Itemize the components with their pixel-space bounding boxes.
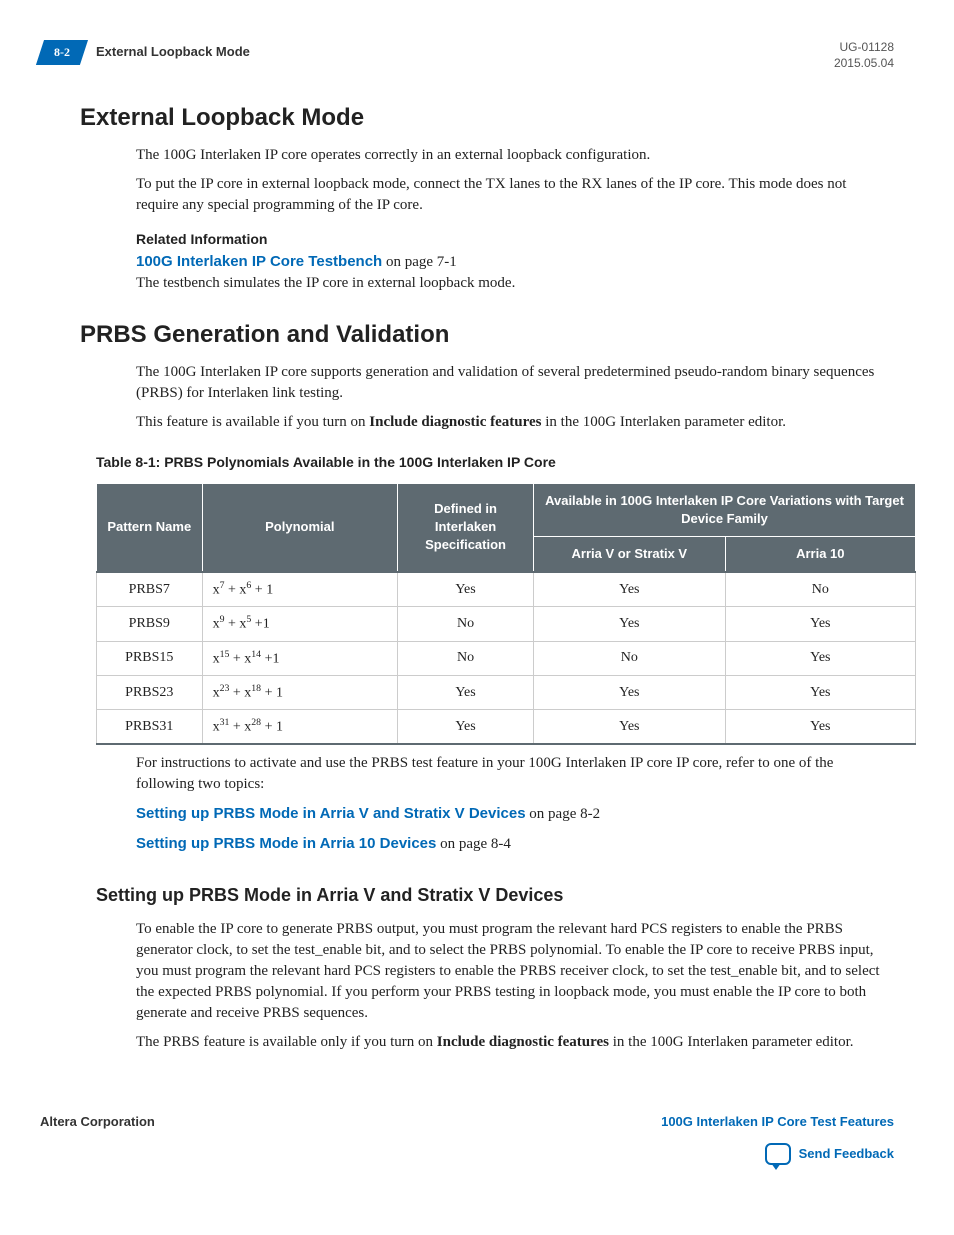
cell-arria-v: Yes	[534, 710, 726, 745]
footer-doc-title[interactable]: 100G Interlaken IP Core Test Features	[661, 1113, 894, 1131]
cell-pattern-name: PRBS7	[97, 572, 203, 607]
table-caption: Table 8-1: PRBS Polynomials Available in…	[96, 453, 894, 473]
related-info-item: 100G Interlaken IP Core Testbench on pag…	[136, 251, 884, 294]
section-heading-loopback: External Loopback Mode	[80, 101, 894, 135]
cell-arria-v: No	[534, 641, 726, 675]
cell-arria-10: Yes	[725, 641, 915, 675]
bold-text: Include diagnostic features	[437, 1034, 609, 1050]
doc-id: UG-01128	[834, 40, 894, 56]
cell-pattern-name: PRBS9	[97, 607, 203, 641]
cell-polynomial: x7 + x6 + 1	[202, 572, 398, 607]
section-heading-prbs: PRBS Generation and Validation	[80, 318, 894, 352]
paragraph: For instructions to activate and use the…	[136, 753, 884, 795]
paragraph: To put the IP core in external loopback …	[136, 174, 884, 216]
th-defined: Defined in Interlaken Specification	[398, 483, 534, 572]
cell-polynomial: x23 + x18 + 1	[202, 675, 398, 709]
cell-arria-10: Yes	[725, 607, 915, 641]
cell-pattern-name: PRBS31	[97, 710, 203, 745]
cell-arria-10: No	[725, 572, 915, 607]
link-suffix: on page 8-2	[526, 806, 601, 822]
paragraph: The 100G Interlaken IP core supports gen…	[136, 362, 884, 404]
feedback-row: Send Feedback	[661, 1143, 894, 1165]
th-arria-v-stratix-v: Arria V or Stratix V	[534, 536, 726, 572]
paragraph: The 100G Interlaken IP core operates cor…	[136, 145, 884, 166]
table-row: PRBS7x7 + x6 + 1YesYesNo	[97, 572, 916, 607]
cell-arria-v: Yes	[534, 675, 726, 709]
text: in the 100G Interlaken parameter editor.	[609, 1034, 854, 1050]
link-row: Setting up PRBS Mode in Arria 10 Devices…	[136, 833, 884, 855]
paragraph: To enable the IP core to generate PRBS o…	[136, 919, 884, 1024]
cell-defined: Yes	[398, 572, 534, 607]
link-suffix: on page 8-4	[436, 836, 511, 852]
cell-arria-10: Yes	[725, 675, 915, 709]
footer-corp: Altera Corporation	[40, 1113, 155, 1131]
page-footer: Altera Corporation 100G Interlaken IP Co…	[40, 1113, 894, 1165]
feedback-icon[interactable]	[765, 1143, 791, 1165]
cell-polynomial: x9 + x5 +1	[202, 607, 398, 641]
subsection-body: To enable the IP core to generate PRBS o…	[136, 919, 884, 1053]
link-testbench[interactable]: 100G Interlaken IP Core Testbench	[136, 253, 382, 270]
table-body: PRBS7x7 + x6 + 1YesYesNoPRBS9x9 + x5 +1N…	[97, 572, 916, 744]
related-info-heading: Related Information	[136, 230, 884, 250]
page-number-badge: 8-2	[36, 40, 88, 65]
cell-defined: Yes	[398, 710, 534, 745]
cell-pattern-name: PRBS15	[97, 641, 203, 675]
cell-defined: No	[398, 641, 534, 675]
doc-date: 2015.05.04	[834, 56, 894, 72]
cell-pattern-name: PRBS23	[97, 675, 203, 709]
text: This feature is available if you turn on	[136, 414, 369, 430]
cell-arria-v: Yes	[534, 572, 726, 607]
cell-arria-v: Yes	[534, 607, 726, 641]
footer-right: 100G Interlaken IP Core Test Features Se…	[661, 1113, 894, 1165]
running-title: External Loopback Mode	[96, 43, 250, 61]
bold-text: Include diagnostic features	[369, 414, 541, 430]
table-row: PRBS9x9 + x5 +1NoYesYes	[97, 607, 916, 641]
header-left: 8-2 External Loopback Mode	[40, 40, 250, 65]
cell-arria-10: Yes	[725, 710, 915, 745]
link-description: The testbench simulates the IP core in e…	[136, 275, 515, 291]
page-header: 8-2 External Loopback Mode UG-01128 2015…	[40, 40, 894, 71]
send-feedback-link[interactable]: Send Feedback	[799, 1145, 894, 1163]
page-number: 8-2	[54, 44, 70, 61]
section-body-loopback: The 100G Interlaken IP core operates cor…	[136, 145, 884, 295]
table-row: PRBS23x23 + x18 + 1YesYesYes	[97, 675, 916, 709]
paragraph: This feature is available if you turn on…	[136, 412, 884, 433]
paragraph: The PRBS feature is available only if yo…	[136, 1032, 884, 1053]
th-pattern-name: Pattern Name	[97, 483, 203, 572]
table-header: Pattern Name Polynomial Defined in Inter…	[97, 483, 916, 572]
th-polynomial: Polynomial	[202, 483, 398, 572]
section-body-prbs: The 100G Interlaken IP core supports gen…	[136, 362, 884, 433]
table-row: PRBS15x15 + x14 +1NoNoYes	[97, 641, 916, 675]
table-row: PRBS31x31 + x28 + 1YesYesYes	[97, 710, 916, 745]
post-table-body: For instructions to activate and use the…	[136, 753, 884, 855]
cell-polynomial: x31 + x28 + 1	[202, 710, 398, 745]
link-row: Setting up PRBS Mode in Arria V and Stra…	[136, 803, 884, 825]
link-prbs-arria-10[interactable]: Setting up PRBS Mode in Arria 10 Devices	[136, 835, 436, 852]
text: The PRBS feature is available only if yo…	[136, 1034, 437, 1050]
header-right: UG-01128 2015.05.04	[834, 40, 894, 71]
cell-defined: No	[398, 607, 534, 641]
cell-defined: Yes	[398, 675, 534, 709]
link-prbs-arria-v[interactable]: Setting up PRBS Mode in Arria V and Stra…	[136, 805, 526, 822]
th-available: Available in 100G Interlaken IP Core Var…	[534, 483, 916, 536]
doc-title-link[interactable]: 100G Interlaken IP Core Test Features	[661, 1114, 894, 1129]
subsection-heading: Setting up PRBS Mode in Arria V and Stra…	[96, 883, 894, 908]
th-arria-10: Arria 10	[725, 536, 915, 572]
prbs-table: Pattern Name Polynomial Defined in Inter…	[96, 483, 916, 746]
cell-polynomial: x15 + x14 +1	[202, 641, 398, 675]
text: in the 100G Interlaken parameter editor.	[542, 414, 787, 430]
link-suffix: on page 7-1	[382, 254, 457, 270]
